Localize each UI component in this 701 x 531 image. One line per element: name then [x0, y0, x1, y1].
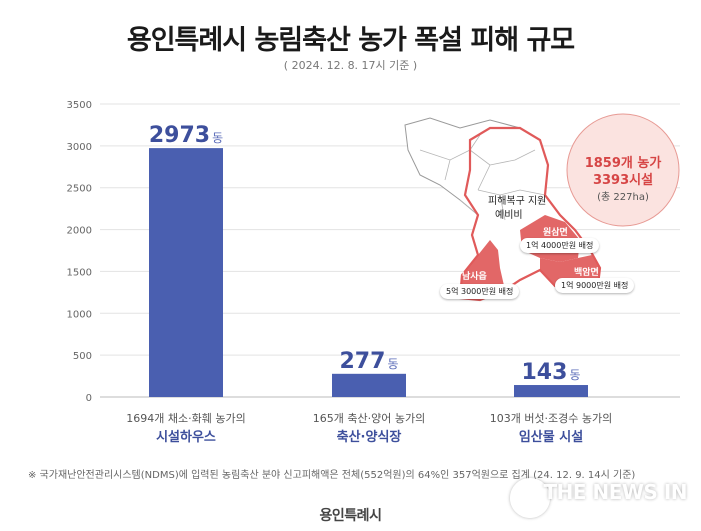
category-name: 임산물 시설: [519, 429, 583, 445]
city-logo: 용인특례시: [319, 508, 382, 524]
y-tick-label: 3000: [67, 142, 92, 153]
y-tick-label: 2500: [67, 184, 92, 195]
bar: [514, 385, 588, 397]
map-center-label-2: 예비비: [495, 210, 523, 221]
map-total-facilities: 3393시설: [592, 173, 654, 188]
bar-unit: 동: [387, 357, 398, 371]
y-tick-label: 500: [73, 351, 92, 362]
bar: [149, 148, 223, 397]
map-total-area: (총 227ha): [597, 192, 649, 203]
area-label-wonsam: 원삼면: [543, 228, 568, 238]
y-tick-label: 1000: [67, 309, 92, 320]
y-tick-label: 0: [86, 393, 92, 404]
map-total-farms: 1859개 농가: [584, 156, 662, 171]
bar-value-label: 143 동: [522, 360, 581, 385]
area-label-baegam: 백암면: [574, 268, 599, 278]
watermark-icon: [510, 478, 550, 518]
bar-value-label: 277 동: [340, 349, 399, 374]
page-subtitle: ( 2024. 12. 8. 17시 기준 ): [283, 59, 418, 72]
bar: [332, 373, 406, 397]
map-center-label-1: 피해복구 지원: [488, 196, 547, 207]
page-title: 용인특례시 농림축산 농가 폭설 피해 규모: [126, 25, 575, 56]
area-amount-baegam: 1억 9000만원 배정: [555, 278, 635, 293]
y-tick-label: 1500: [67, 267, 92, 278]
category-desc: 1694개 채소·화훼 농가의: [126, 412, 245, 425]
bar-value: 143: [522, 360, 568, 385]
footnote: ※ 국가재난안전관리시스템(NDMS)에 입력된 농림축산 분야 신고피해액은 …: [28, 470, 636, 481]
region-map: [404, 113, 680, 302]
total-circle: [566, 113, 680, 227]
category-desc: 165개 축산·양어 농가의: [313, 412, 425, 425]
area-amount-wonsam: 1억 4000만원 배정: [520, 238, 600, 253]
category-name: 시설하우스: [156, 429, 216, 445]
area-label-namsa: 남사읍: [462, 272, 487, 282]
area-amount-namsa: 5억 3000만원 배정: [440, 284, 520, 299]
watermark: THE NEWS IN: [543, 480, 687, 504]
y-tick-label: 2000: [67, 226, 92, 237]
y-tick-label: 3500: [67, 100, 92, 111]
bar-unit: 동: [569, 368, 580, 382]
bar-value-label: 2973 동: [149, 123, 223, 148]
bar-unit: 동: [212, 131, 223, 145]
category-name: 축산·양식장: [337, 429, 402, 445]
category-desc: 103개 버섯·조경수 농가의: [490, 412, 613, 425]
bar-value: 277: [340, 349, 386, 374]
bar-value: 2973: [149, 123, 210, 148]
